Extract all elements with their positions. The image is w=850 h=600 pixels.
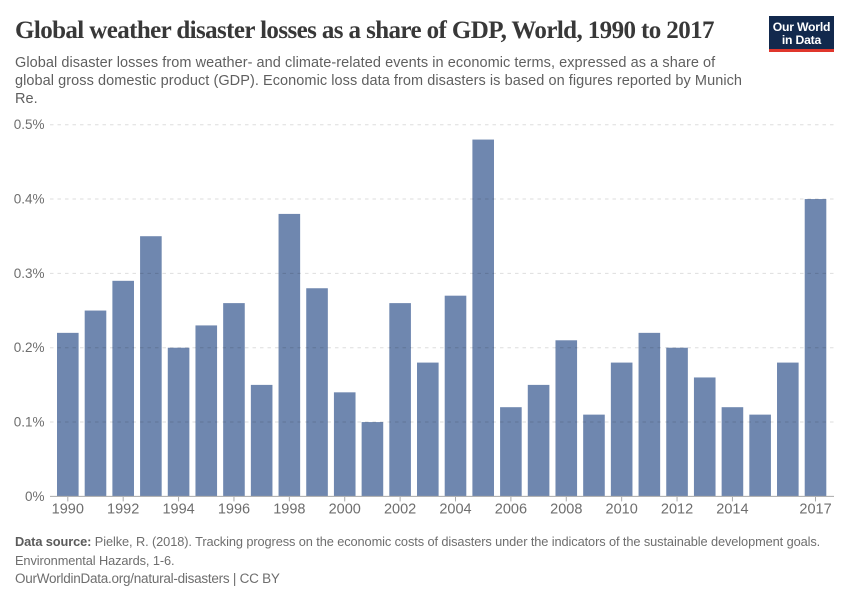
svg-text:0.3%: 0.3% bbox=[14, 266, 45, 281]
svg-text:2012: 2012 bbox=[661, 502, 693, 518]
svg-text:2010: 2010 bbox=[606, 502, 638, 518]
svg-text:1996: 1996 bbox=[218, 502, 250, 518]
svg-text:0.2%: 0.2% bbox=[14, 340, 45, 355]
svg-text:0.1%: 0.1% bbox=[14, 415, 45, 430]
svg-text:1994: 1994 bbox=[162, 502, 194, 518]
svg-text:2006: 2006 bbox=[495, 502, 527, 518]
svg-text:2017: 2017 bbox=[799, 502, 831, 518]
svg-text:0%: 0% bbox=[25, 489, 45, 504]
svg-text:2004: 2004 bbox=[439, 502, 471, 518]
svg-text:2000: 2000 bbox=[329, 502, 361, 518]
svg-text:1990: 1990 bbox=[52, 502, 84, 518]
svg-text:0.4%: 0.4% bbox=[14, 192, 45, 207]
svg-text:2002: 2002 bbox=[384, 502, 416, 518]
svg-text:0.5%: 0.5% bbox=[14, 117, 45, 132]
svg-text:2008: 2008 bbox=[550, 502, 582, 518]
svg-text:1998: 1998 bbox=[273, 502, 305, 518]
svg-text:2014: 2014 bbox=[716, 502, 748, 518]
svg-text:1992: 1992 bbox=[107, 502, 139, 518]
